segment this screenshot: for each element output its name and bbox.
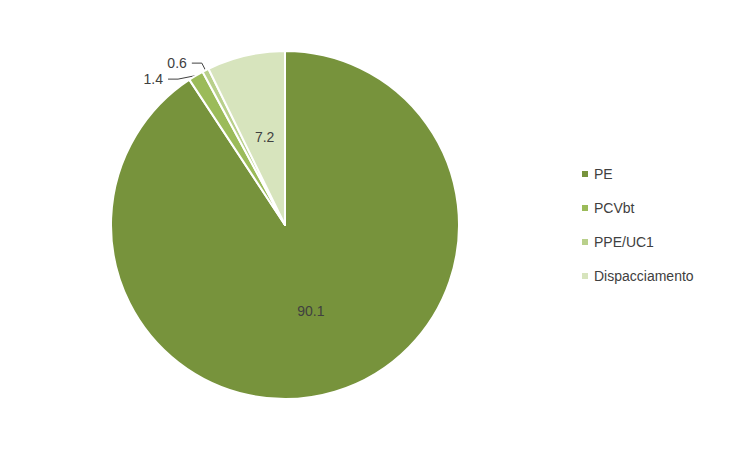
svg-text:PCVbt: PCVbt xyxy=(594,200,635,216)
svg-text:1.4: 1.4 xyxy=(144,71,164,87)
svg-text:90.1: 90.1 xyxy=(297,303,324,319)
svg-text:Dispacciamento: Dispacciamento xyxy=(594,268,694,284)
svg-text:PE: PE xyxy=(594,166,613,182)
svg-text:PPE/UC1: PPE/UC1 xyxy=(594,234,654,250)
svg-text:0.6: 0.6 xyxy=(167,55,187,71)
svg-text:7.2: 7.2 xyxy=(255,129,275,145)
